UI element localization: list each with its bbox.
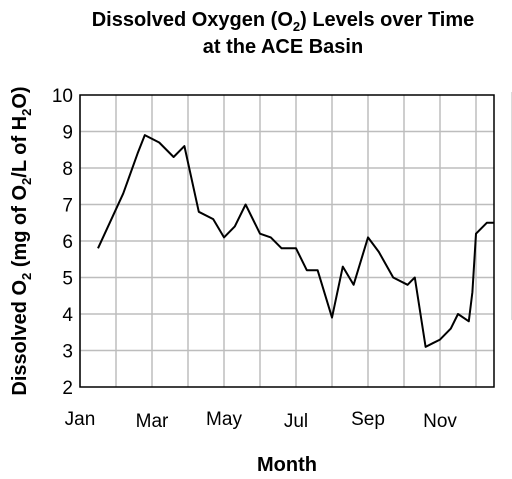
x-tick-label: Jul (284, 411, 308, 432)
chart-title-subscript: 2 (293, 19, 300, 34)
y-axis-label-part-1: Dissolved O (9, 280, 31, 396)
data-point (492, 221, 496, 225)
x-axis-label: Month (257, 454, 317, 476)
chart-title: Dissolved Oxygen (O2) Levels over Time (92, 9, 475, 34)
data-point (391, 276, 395, 280)
x-tick-label: Mar (136, 411, 169, 432)
data-point (172, 155, 176, 159)
plot-frame (79, 94, 495, 388)
data-point (143, 133, 147, 137)
data-point (269, 235, 273, 239)
data-point (406, 283, 410, 287)
data-point (485, 221, 489, 225)
y-tick-label: 3 (62, 342, 73, 363)
y-tick-label: 10 (52, 86, 73, 107)
chart-title-line2: at the ACE Basin (203, 36, 363, 58)
data-point (233, 224, 237, 228)
data-point (96, 246, 100, 250)
data-point (449, 327, 453, 331)
data-point (330, 316, 334, 320)
data-point (424, 345, 428, 349)
data-point (157, 141, 161, 145)
data-point (470, 290, 474, 294)
data-point (197, 210, 201, 214)
y-axis-label-part-4: O) (9, 86, 31, 108)
x-tick-label: Jan (65, 409, 96, 430)
data-point (211, 217, 215, 221)
x-tick-labels: Jan Mar May Jul Sep Nov (65, 409, 458, 432)
y-tick-label: 6 (62, 232, 73, 253)
data-point (305, 268, 309, 272)
y-tick-label: 8 (62, 159, 73, 180)
y-axis-label: Dissolved O2 (mg of O2/L of H2O) (9, 86, 34, 395)
y-axis-label-part-2: (mg of O (9, 185, 31, 273)
grid-lines (79, 95, 494, 387)
data-point (244, 203, 248, 207)
series-group (96, 133, 496, 349)
series-line (97, 134, 494, 348)
y-axis-label-sub-1: 2 (19, 273, 34, 280)
data-point (222, 235, 226, 239)
data-point (352, 283, 356, 287)
data-point (377, 250, 381, 254)
data-point (413, 276, 417, 280)
chart-title-part-3: ) Levels over Time (300, 9, 474, 31)
x-tick-label: May (206, 409, 242, 430)
x-tick-label: Sep (351, 409, 385, 430)
y-axis-label-sub-3: 2 (19, 109, 34, 116)
y-tick-label: 2 (62, 378, 73, 399)
data-point (316, 268, 320, 272)
data-point (294, 246, 298, 250)
y-tick-label: 4 (62, 305, 73, 326)
x-tick-label: Nov (423, 411, 457, 432)
data-point (474, 232, 478, 236)
data-point (438, 338, 442, 342)
y-tick-label: 9 (62, 123, 73, 144)
data-point (341, 265, 345, 269)
data-point (121, 192, 125, 196)
y-axis-label-part-3: /L of H (9, 116, 31, 178)
data-point (182, 144, 186, 148)
data-point (409, 279, 413, 283)
data-point (136, 151, 140, 155)
y-axis-label-sub-2: 2 (19, 178, 34, 185)
y-tick-label: 7 (62, 196, 73, 217)
data-point (258, 232, 262, 236)
data-point (467, 319, 471, 323)
data-point (366, 235, 370, 239)
data-point (456, 312, 460, 316)
data-point (431, 341, 435, 345)
chart-title-part-1: Dissolved Oxygen (O (92, 9, 293, 31)
y-tick-labels: 2 3 4 5 6 7 8 9 10 (52, 86, 74, 399)
y-tick-label: 5 (62, 269, 73, 290)
data-point (280, 246, 284, 250)
